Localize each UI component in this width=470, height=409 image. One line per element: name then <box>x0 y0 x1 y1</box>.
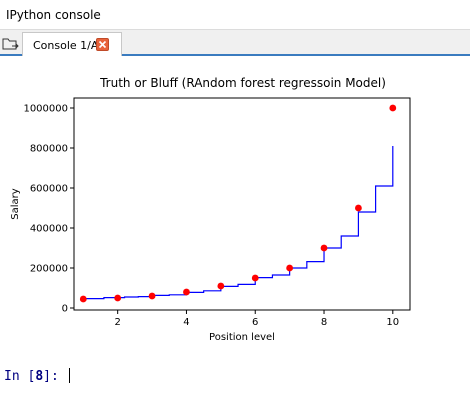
y-tick-label: 400000 <box>30 224 68 235</box>
y-tick-label: 1000000 <box>23 104 68 115</box>
data-point <box>217 282 225 290</box>
line-series <box>83 146 394 300</box>
y-tick-label: 800000 <box>30 144 68 155</box>
tab-label: Console 1/A <box>33 39 99 52</box>
text-cursor <box>68 368 70 383</box>
y-tick-label: 200000 <box>30 264 68 275</box>
x-tick-label: 8 <box>321 317 327 328</box>
data-point <box>355 204 362 212</box>
prompt-number: 8 <box>35 369 44 384</box>
data-point <box>183 288 190 296</box>
x-tick-label: 2 <box>114 317 120 328</box>
data-point <box>320 244 328 252</box>
tab-bar: Console 1/A <box>0 30 470 56</box>
x-tick-label: 10 <box>386 317 399 328</box>
step-line <box>83 146 394 300</box>
x-axis: 2 4 6 8 10 <box>114 310 399 328</box>
axes-frame <box>73 97 411 311</box>
y-tick-label: 0 <box>62 304 68 315</box>
y-tick-label: 600000 <box>30 184 68 195</box>
x-axis-label: Position level <box>209 332 275 343</box>
folder-icon[interactable] <box>2 36 20 50</box>
console-prompt[interactable]: In [8]: <box>4 368 70 384</box>
x-tick-label: 6 <box>252 317 258 328</box>
data-point <box>148 292 156 300</box>
prompt-label: In [ <box>4 369 36 384</box>
data-point <box>114 294 122 302</box>
y-axis-label: Salary <box>10 188 21 219</box>
scatter-series <box>79 104 397 303</box>
close-icon[interactable] <box>96 38 109 51</box>
prompt-suffix: ]: <box>43 369 59 384</box>
header-divider <box>0 29 470 30</box>
x-tick-label: 4 <box>183 317 189 328</box>
tab-console-1a[interactable]: Console 1/A <box>22 32 122 56</box>
chart-title: Truth or Bluff (RAndom forest regressoin… <box>99 76 386 90</box>
console-pane-header: IPython console <box>0 0 470 30</box>
data-point <box>286 264 294 272</box>
y-axis: 0 200000 400000 600000 800000 1000000 <box>23 104 74 315</box>
data-point <box>251 274 259 282</box>
data-point <box>79 295 87 303</box>
pane-title: IPython console <box>6 8 101 22</box>
plot-output: Truth or Bluff (RAndom forest regressoin… <box>0 70 470 350</box>
data-point <box>389 104 397 112</box>
chart: Truth or Bluff (RAndom forest regressoin… <box>10 76 411 343</box>
